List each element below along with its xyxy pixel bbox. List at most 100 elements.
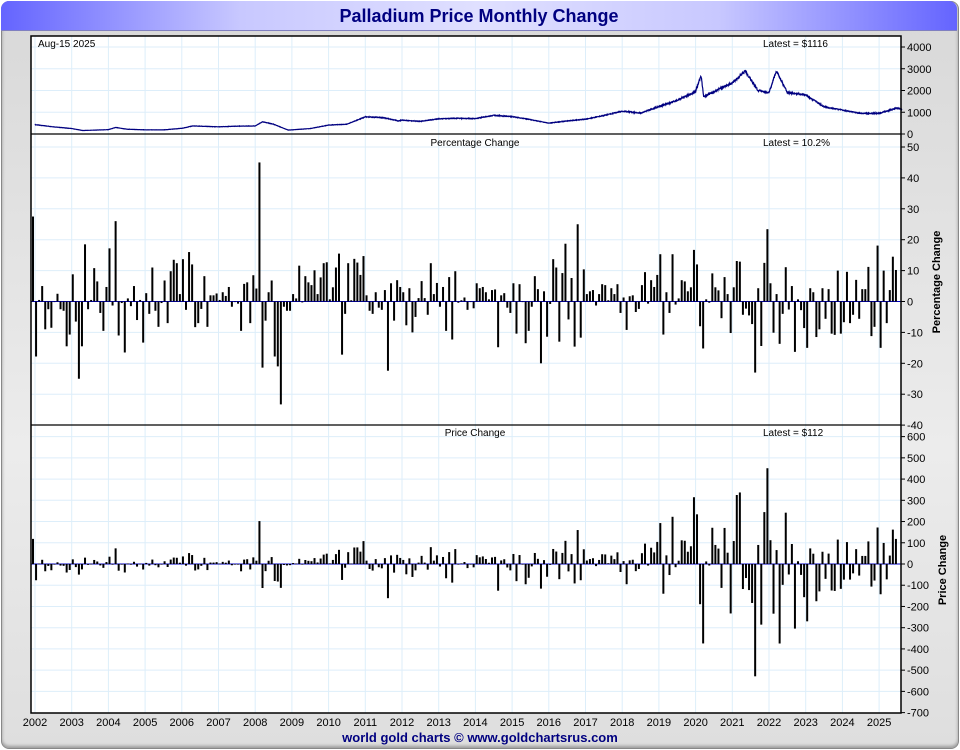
pct-bar [221, 292, 224, 302]
price-change-bar [279, 564, 282, 588]
pct-bar [368, 301, 371, 311]
pct-bar [729, 301, 732, 334]
x-tick-label: 2007 [206, 717, 230, 729]
pct-bar [240, 301, 243, 331]
price-change-bar [402, 559, 405, 564]
price-change-bar [334, 554, 337, 564]
price-change-bar [634, 564, 637, 572]
pct-bar [432, 294, 435, 302]
pct-bar [292, 294, 295, 302]
pct-bar [582, 269, 585, 302]
pct-bar [573, 301, 576, 347]
price-change-bar [677, 560, 680, 564]
price-change-bar [438, 564, 441, 567]
price-change-bar [674, 564, 677, 568]
pct-bar [705, 299, 708, 302]
pct-bar [628, 296, 631, 302]
price-change-bar [870, 564, 873, 587]
y-tick-label: 600 [907, 432, 925, 444]
price-change-bar [702, 564, 705, 644]
price-change-bar [564, 540, 567, 564]
price-change-bar [827, 553, 830, 564]
price-change-bar [38, 563, 41, 565]
price-change-bar [102, 564, 105, 568]
pct-bar [699, 301, 702, 327]
price-change-bar [570, 554, 573, 564]
pct-bar [325, 262, 328, 302]
price-change-bar [386, 564, 389, 599]
pct-bar [68, 301, 71, 335]
pct-bar [463, 297, 466, 302]
pct-bar [855, 279, 858, 302]
y-tick-label: -300 [907, 623, 929, 635]
price-change-bar [71, 559, 74, 564]
pct-bar [417, 298, 420, 302]
y-tick-label: 200 [907, 517, 925, 529]
pct-bar [708, 301, 711, 303]
price-change-bar [368, 564, 371, 569]
price-change-bar [298, 558, 301, 564]
pct-bar [757, 288, 760, 302]
y-tick-label: -40 [907, 420, 923, 432]
price-change-bar [396, 554, 399, 564]
price-change-bar [604, 554, 607, 564]
pct-bar [267, 292, 270, 302]
price-change-bar [821, 551, 824, 564]
pct-bar [145, 293, 148, 302]
pct-bar [114, 221, 117, 302]
pct-bar [218, 299, 221, 302]
price-change-bar [344, 564, 347, 568]
y-tick-label: 0 [907, 129, 913, 141]
price-latest-label: Latest = $1116 [763, 39, 828, 50]
price-change-bar [598, 559, 601, 564]
pct-bar [203, 276, 206, 302]
price-change-bar [215, 562, 218, 564]
price-change-bar [852, 564, 855, 574]
x-tick-label: 2012 [390, 717, 414, 729]
pct-bar [157, 301, 160, 327]
pct-bar [558, 301, 561, 342]
price-change-bar [656, 541, 659, 564]
pct-bar [735, 261, 738, 302]
plot-border [30, 35, 902, 714]
price-change-bar [588, 559, 591, 564]
pct-bar [93, 268, 96, 302]
pct-bar [763, 262, 766, 302]
pct-bar [396, 280, 399, 302]
pct-bar [255, 288, 258, 302]
price-change-bar [264, 564, 267, 572]
pct-bar [175, 263, 178, 302]
price-change-bar [576, 530, 579, 564]
price-change-bar [206, 564, 209, 571]
y-tick-label: 300 [907, 495, 925, 507]
x-tick-label: 2002 [23, 717, 47, 729]
pct-bar [491, 290, 493, 302]
pct-bar [371, 301, 374, 314]
pct-bar [344, 301, 347, 314]
pct-bar [622, 297, 625, 302]
price-change-bar [524, 564, 527, 585]
price-change-bar [644, 543, 646, 564]
price-change-bar [96, 561, 99, 564]
pct-bar [833, 301, 836, 335]
pct-bar [377, 301, 380, 308]
price-change-bar [494, 556, 497, 564]
pct-bar [84, 244, 87, 302]
price-change-bar [595, 564, 598, 567]
pct-bar [96, 281, 99, 302]
pct-bar [38, 299, 41, 302]
y-tick-label: -700 [907, 708, 929, 720]
price-change-bar [451, 564, 454, 583]
pct-bar [105, 286, 108, 302]
price-change-bar [518, 555, 521, 564]
price-change-bar [653, 552, 656, 564]
price-change-bar [142, 564, 145, 570]
price-change-bar [218, 563, 221, 565]
pct-bar [252, 275, 255, 302]
pct-bar [334, 267, 337, 302]
y-tick-label: -100 [907, 580, 929, 592]
pct-bar [393, 301, 396, 321]
price-change-bar [836, 539, 839, 564]
pct-bar [610, 288, 613, 302]
pct-bar [619, 301, 622, 313]
